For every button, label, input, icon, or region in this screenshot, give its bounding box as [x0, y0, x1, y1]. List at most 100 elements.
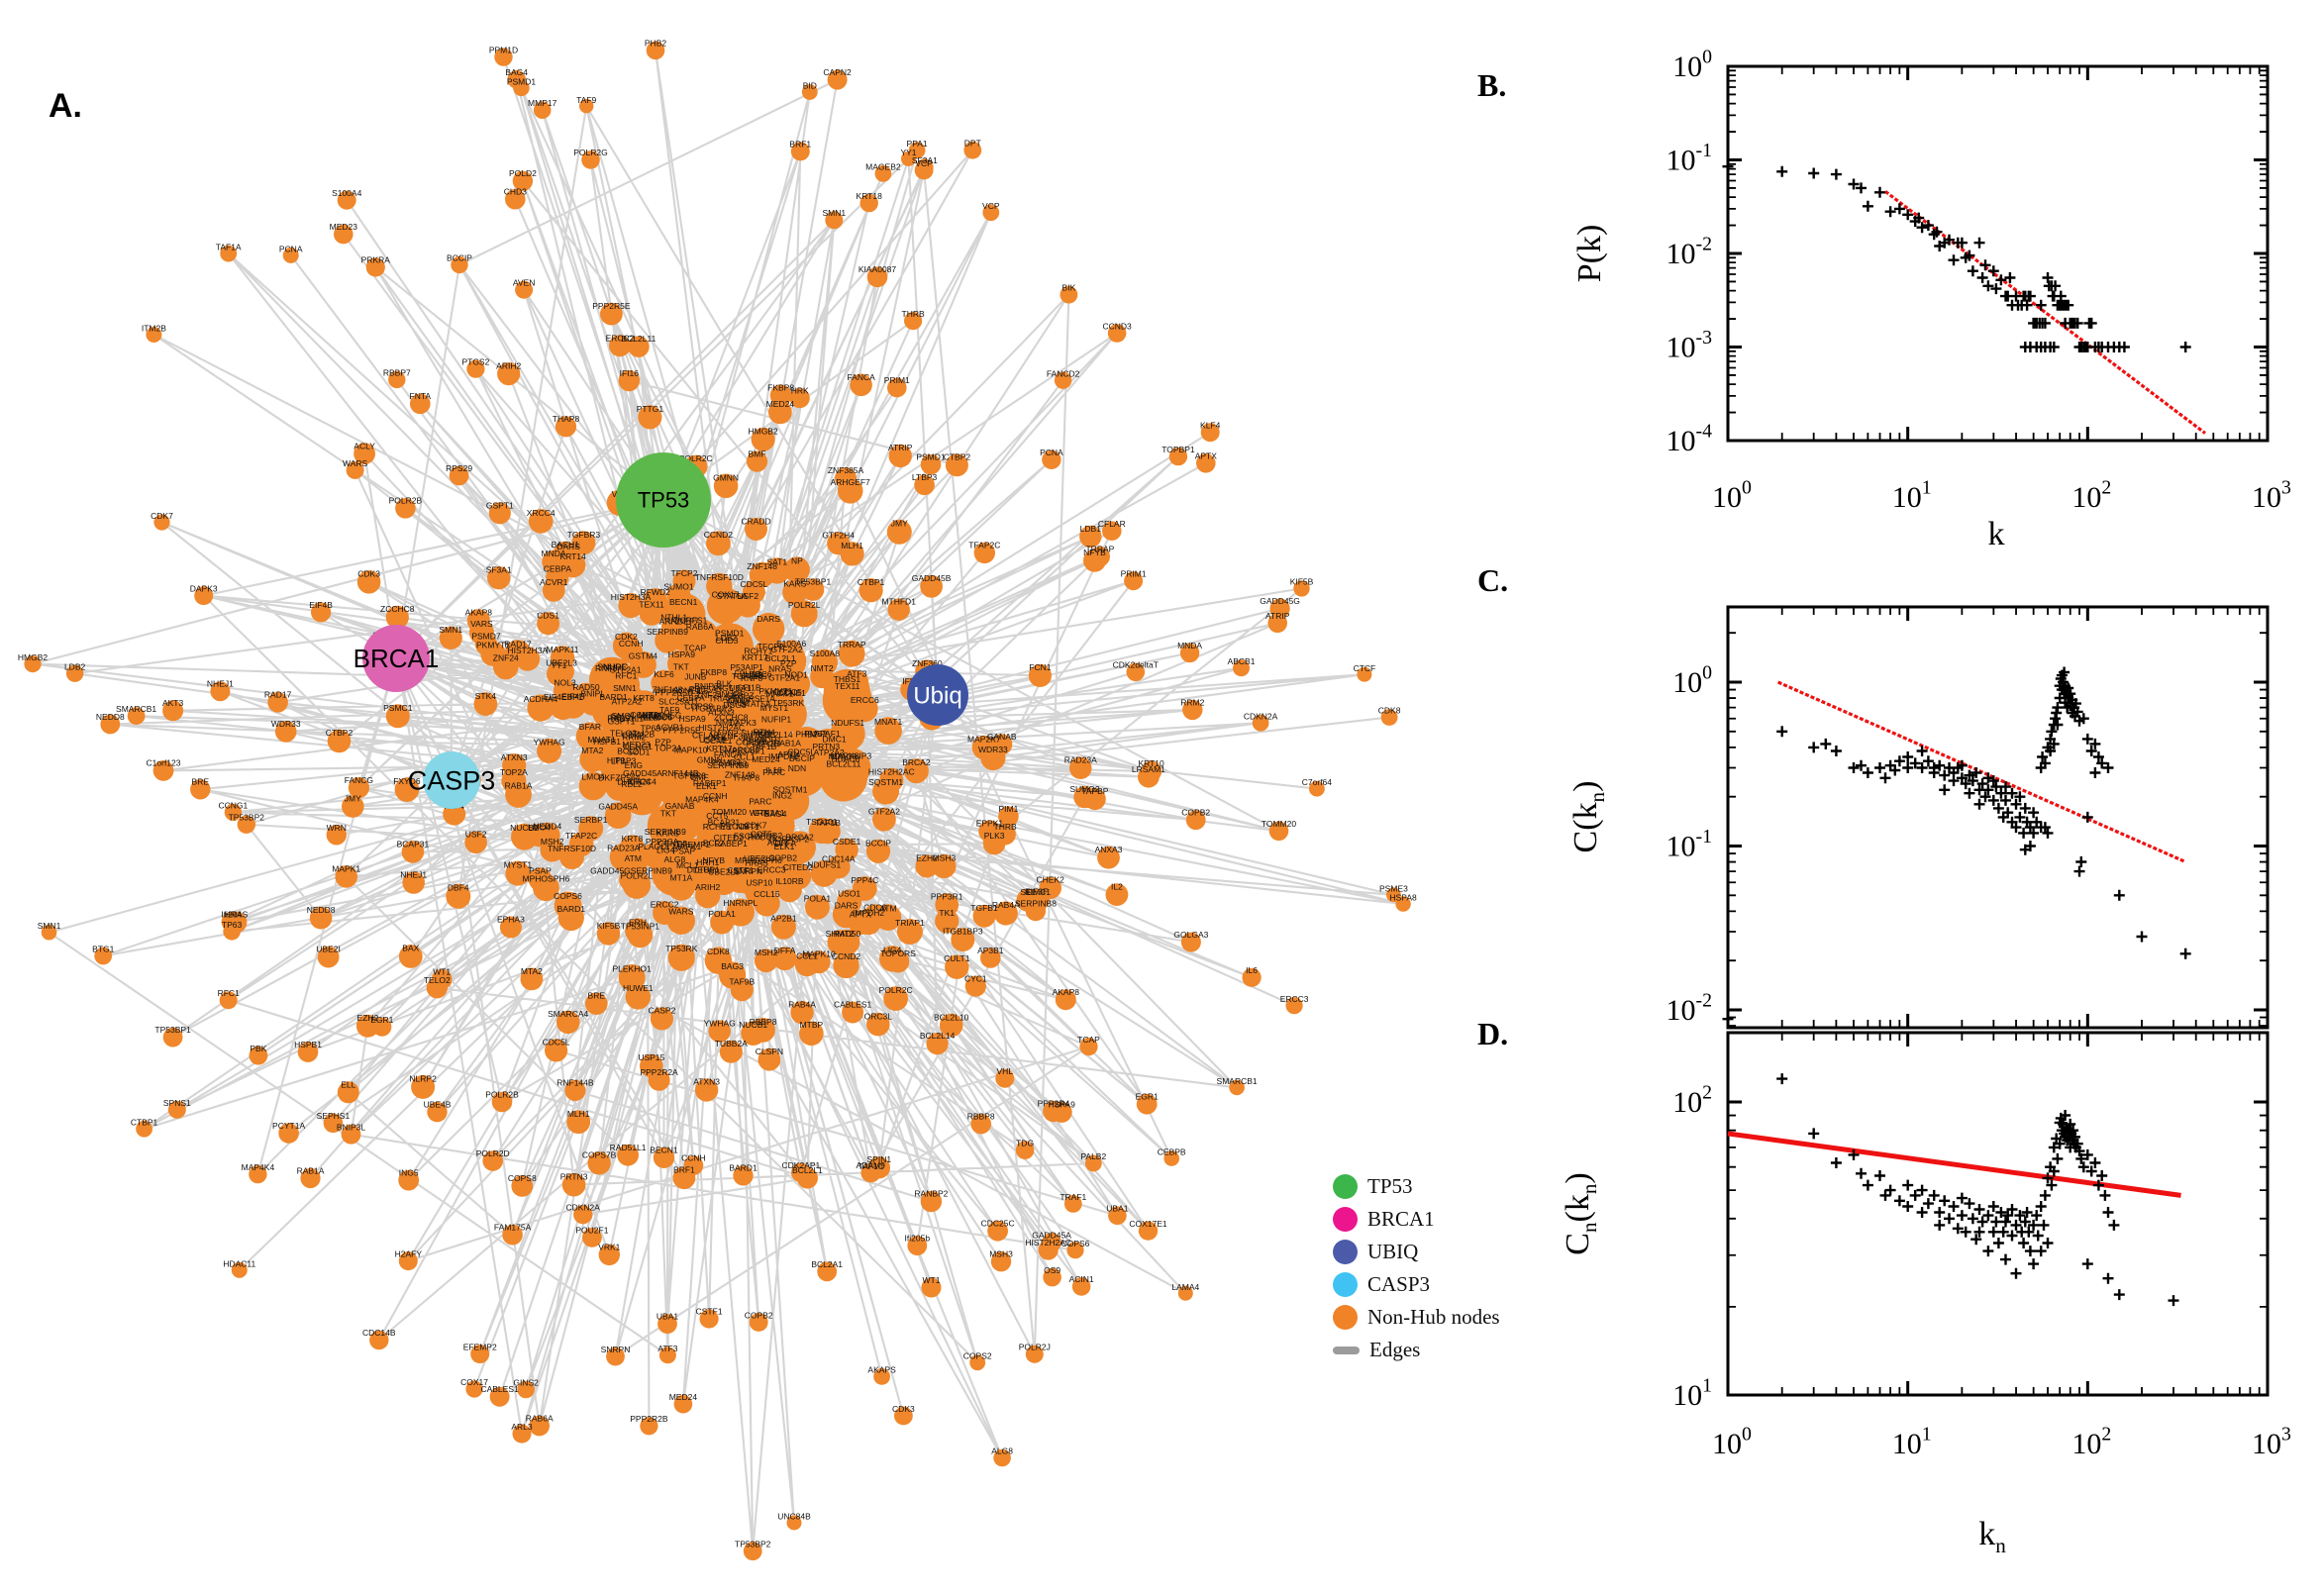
network-node-label: SOD1: [627, 748, 650, 757]
legend-dot-icon: [1333, 1240, 1358, 1264]
network-node: [799, 1021, 824, 1047]
network-node: [887, 598, 910, 621]
network-node-label: CCNG1: [219, 801, 249, 811]
network-node-label: PRTN3: [560, 1171, 588, 1181]
network-node-label: PTGS2: [461, 357, 489, 367]
network-node-label: RAB4A: [992, 900, 1020, 910]
network-node-label: PPP2R2A: [640, 1067, 678, 1077]
network-node: [619, 853, 648, 882]
network-node-label: CTBP2: [326, 728, 354, 738]
network-node-label: SNRPN: [733, 866, 762, 876]
network-node: [638, 405, 662, 430]
network-node: [920, 574, 943, 598]
network-node-label: TKT: [660, 808, 676, 818]
network-node: [790, 600, 818, 628]
network-node-label: ITGB5: [752, 730, 776, 740]
network-node-label: Ifi204: [221, 910, 242, 920]
network-node: [466, 359, 485, 378]
legend-item-tp53: TP53: [1333, 1170, 1500, 1203]
network-node: [1185, 810, 1206, 831]
network-node: [488, 502, 511, 525]
network-node-label: MT1A: [670, 873, 693, 883]
network-node: [726, 898, 755, 927]
y-axis-title-D: Cn​(kn​): [1560, 1172, 1601, 1254]
network-node: [964, 975, 986, 997]
network-node-label: CDK3: [357, 569, 380, 579]
network-node: [1196, 453, 1216, 473]
network-node-label: JUNB: [684, 671, 707, 681]
network-node: [859, 193, 878, 213]
network-node-label: RCHY1: [703, 822, 732, 832]
network-node: [426, 977, 448, 999]
network-node: [790, 142, 810, 161]
network-node: [1071, 1277, 1091, 1296]
network-node-label: SHMT2: [826, 929, 855, 939]
network-node-label: TAPBP: [1081, 786, 1109, 796]
major-ticks-B: [1726, 64, 2270, 443]
network-node: [852, 876, 877, 901]
network-node: [578, 816, 604, 842]
network-node-label: CFLAR: [1098, 519, 1126, 529]
network-node-label: ARHGEF7: [831, 477, 870, 487]
network-node-label: BAG4: [505, 67, 528, 77]
network-node-label: SMG1: [612, 711, 636, 721]
network-node-label: PKMYT1: [476, 641, 510, 650]
network-node-label: MED24: [766, 399, 795, 409]
network-node-label: AKAP8: [1053, 987, 1080, 997]
network-node-label: BRE: [588, 991, 606, 1001]
network-node: [223, 923, 241, 941]
network-node-label: BRCA2: [902, 757, 931, 767]
network-node: [1069, 756, 1092, 779]
network-node: [231, 1261, 248, 1278]
network-node: [1060, 285, 1078, 304]
network-node: [1136, 1093, 1158, 1115]
network-node: [825, 211, 844, 230]
network-node-label: BCL2L11: [621, 334, 656, 344]
network-node-label: RBL2: [610, 712, 632, 722]
network-node-label: NP: [791, 556, 803, 566]
network-node-label: SMN1: [822, 208, 846, 218]
network-node: [945, 453, 968, 477]
network-node-label: STK4: [475, 691, 497, 701]
network-node-label: SMARCB1: [719, 746, 759, 755]
legend-dot-icon: [1333, 1207, 1358, 1232]
network-node: [838, 640, 865, 667]
network-node-label: TP53BP1: [795, 577, 832, 587]
network-node-label: CCL15: [754, 889, 780, 899]
network-node-label: GSPT1: [608, 717, 636, 727]
network-node: [872, 777, 900, 805]
network-node-label: LIG4: [656, 846, 675, 855]
network-node-label: RANBP2: [914, 1189, 948, 1199]
hub-label-ubiq: Ubiq: [913, 682, 961, 709]
network-node-label: PRTN3: [812, 742, 840, 751]
network-node-label: LTBP1: [695, 864, 721, 874]
network-node: [763, 557, 790, 584]
network-node-label: SPNS1: [163, 1098, 191, 1108]
network-node-label: GTF2A1: [753, 808, 784, 818]
network-node: [385, 605, 409, 630]
network-node-label: KIAA0087: [858, 264, 897, 274]
network-node-label: CCNH: [619, 639, 644, 648]
network-node-label: CTBP1: [131, 1117, 158, 1127]
network-node-label: CDC14B: [362, 1328, 396, 1338]
network-node-label: PPM1D: [489, 45, 518, 54]
network-node-label: PPP4C: [743, 736, 770, 746]
network-node-label: ATP2A2: [814, 748, 845, 757]
network-node-label: LMO4: [581, 772, 604, 782]
network-node-label: UNC84B: [777, 1512, 811, 1522]
network-node-label: POLD2: [509, 168, 537, 178]
network-node-label: RAD17: [504, 640, 532, 649]
network-node-label: TUBB2A: [715, 1039, 748, 1048]
network-node-label: MSH3: [933, 853, 957, 863]
network-node: [327, 729, 352, 753]
network-node-label: FANCA: [847, 372, 875, 382]
network-node-label: EPHA3: [497, 915, 525, 925]
network-node: [1168, 447, 1188, 466]
network-node-label: CABLES1: [834, 1000, 872, 1010]
network-node-label: COPB2: [768, 853, 797, 863]
network-node: [628, 336, 650, 357]
network-node-label: TELO2: [610, 729, 637, 739]
network-node: [790, 1001, 814, 1025]
network-node: [596, 922, 621, 946]
network-node: [300, 1167, 321, 1189]
